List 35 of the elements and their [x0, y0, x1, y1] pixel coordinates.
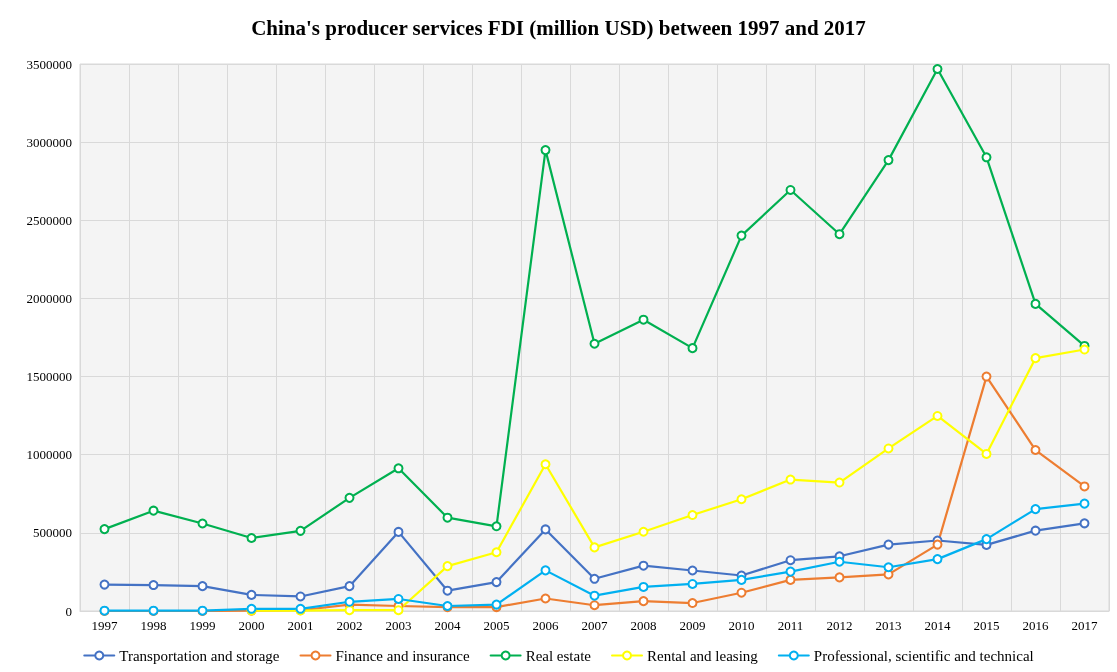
x-tick-label: 2007 [581, 618, 608, 633]
x-tick-label: 1997 [91, 618, 118, 633]
legend-label: Finance and insurance [335, 647, 470, 664]
y-tick-label: 1000000 [26, 447, 72, 463]
y-tick-label: 3000000 [26, 134, 72, 150]
x-tick-label: 2005 [483, 618, 510, 633]
x-tick-label: 2009 [679, 618, 706, 633]
x-tick-label: 2011 [777, 618, 804, 633]
x-tick-label: 2006 [532, 618, 559, 633]
x-tick-label: 2012 [826, 618, 853, 633]
x-tick-label: 2000 [238, 618, 265, 633]
x-tick-label: 2010 [728, 618, 755, 633]
legend-label: Rental and leasing [647, 647, 759, 664]
y-tick-label: 500000 [33, 525, 72, 541]
x-tick-label: 2014 [924, 618, 951, 633]
y-tick-label: 0 [65, 603, 72, 619]
y-tick-label: 2000000 [26, 290, 72, 306]
x-tick-label: 2001 [287, 618, 314, 633]
x-tick-label: 2003 [385, 618, 412, 633]
x-tick-label: 2013 [875, 618, 902, 633]
y-tick-label: 2500000 [26, 212, 72, 228]
chart-title: China's producer services FDI (million USD) between 1997 and 2017 [251, 15, 866, 40]
legend-label: Real estate [525, 647, 592, 664]
x-tick-label: 2008 [630, 618, 657, 633]
x-tick-label: 2002 [336, 618, 363, 633]
x-tick-label: 1999 [189, 618, 216, 633]
legend-label: Professional, scientific and technical [813, 647, 1034, 664]
x-tick-label: 1998 [140, 618, 167, 633]
y-tick-label: 3500000 [26, 56, 72, 72]
legend-label: Transportation and storage [119, 647, 280, 664]
x-tick-label: 2017 [1071, 618, 1098, 633]
x-tick-label: 2015 [973, 618, 1000, 633]
x-tick-label: 2016 [1022, 618, 1049, 633]
x-tick-label: 2004 [434, 618, 461, 633]
y-tick-label: 1500000 [26, 369, 72, 385]
